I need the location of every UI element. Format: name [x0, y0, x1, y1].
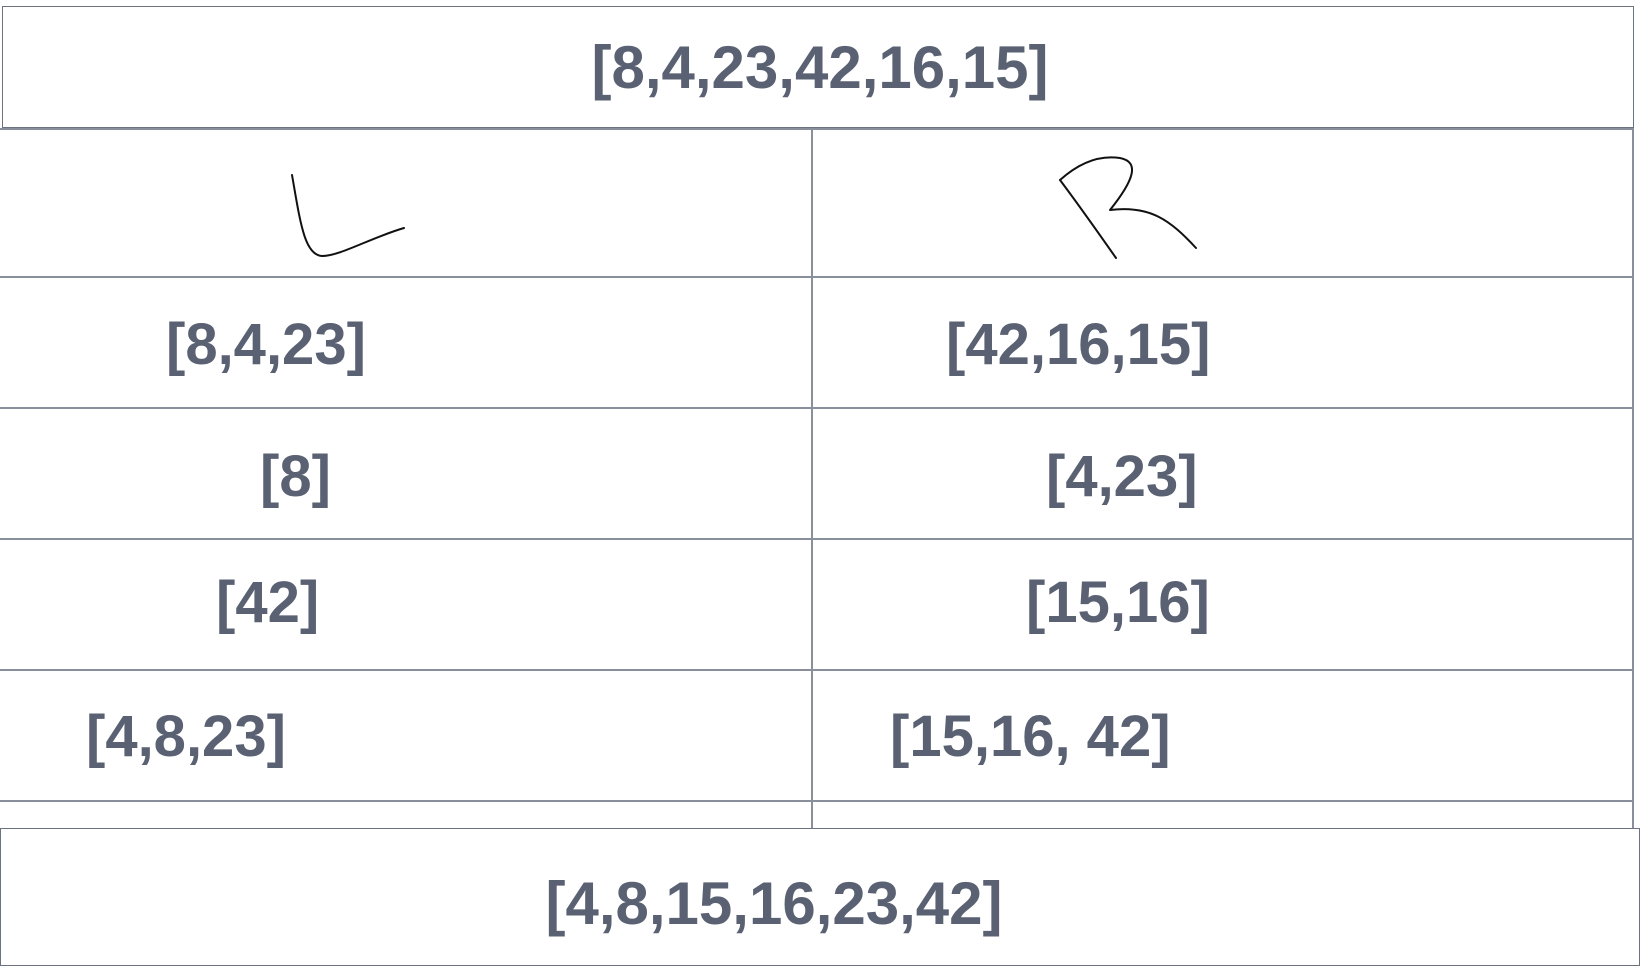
row-3-left: [42] [216, 570, 320, 635]
table-right-border [1632, 128, 1634, 828]
row-3-right: [15,16] [1026, 570, 1210, 635]
table-top-border [0, 128, 1634, 130]
top-array-box [2, 6, 1634, 128]
bottom-array-label: [4,8,15,16,23,42] [545, 870, 1003, 937]
row-divider-3 [0, 538, 1634, 540]
row-divider-4 [0, 669, 1634, 671]
bottom-array-box [0, 828, 1640, 966]
row-divider-1 [0, 276, 1634, 278]
right-header-handwritten-r: R [1059, 156, 1197, 259]
row-divider-2 [0, 407, 1634, 409]
row-1-left: [8,4,23] [166, 312, 366, 377]
row-2-left: [8] [260, 444, 331, 509]
row-2-right: [4,23] [1046, 444, 1198, 509]
row-1-right: [42,16,15] [946, 312, 1211, 377]
row-4-left: [4,8,23] [86, 704, 286, 769]
left-header-handwritten-l: L [291, 174, 405, 257]
column-divider [811, 128, 813, 828]
row-divider-5 [0, 800, 1634, 802]
top-array-label: [8,4,23,42,16,15] [591, 34, 1049, 101]
row-4-right: [15,16, 42] [890, 704, 1171, 769]
